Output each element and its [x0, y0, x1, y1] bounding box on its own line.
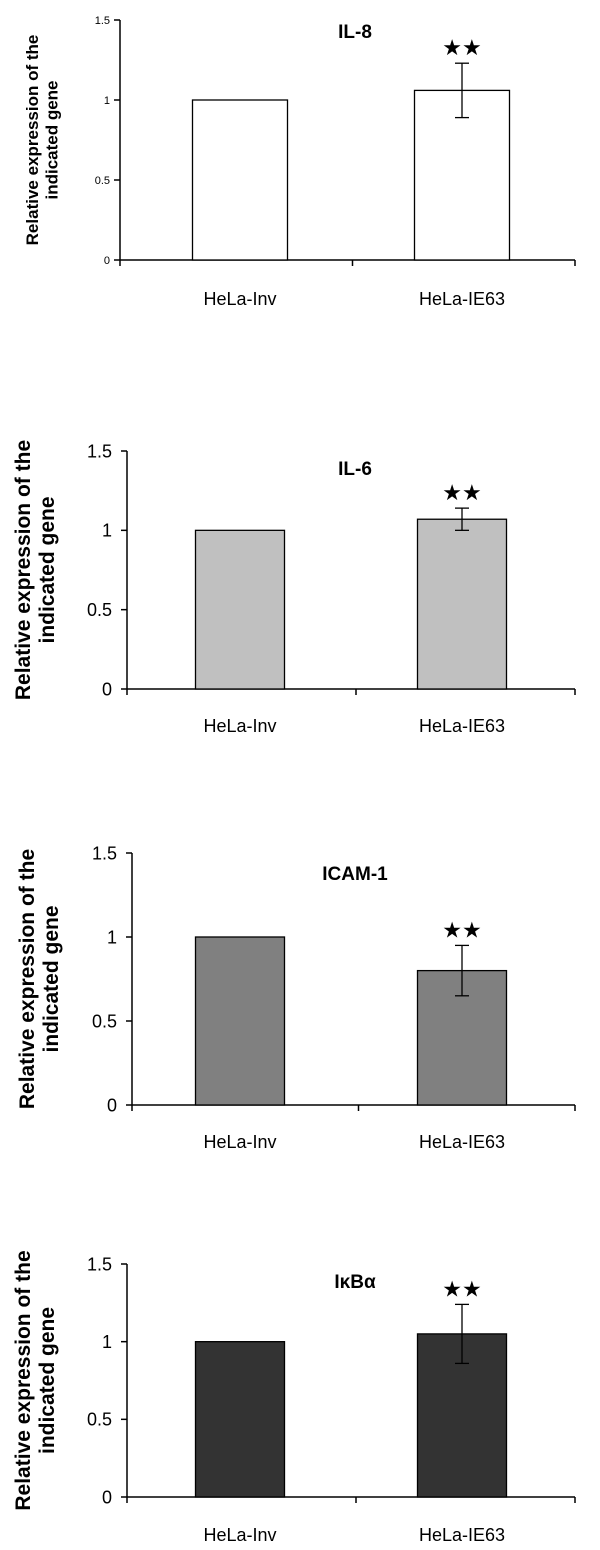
chart-title: ICAM-1	[322, 864, 388, 885]
y-tick-label: 1	[102, 1332, 112, 1352]
y-tick-label: 0	[104, 255, 110, 267]
y-tick-label: 0	[102, 679, 112, 699]
x-category-label: HeLa-Inv	[203, 289, 276, 309]
y-axis-label: Relative expression of theindicated gene	[12, 1250, 59, 1510]
y-axis-label-line: Relative expression of the	[12, 440, 35, 700]
y-axis-label-line: indicated gene	[36, 1307, 59, 1454]
y-tick-label: 0	[107, 1095, 117, 1115]
chart-title: IκBα	[334, 1272, 376, 1293]
y-tick-label: 1.5	[95, 15, 110, 27]
y-axis-label-line: indicated gene	[40, 905, 63, 1052]
significance-marker: ★★	[442, 36, 481, 61]
x-category-label: HeLa-IE63	[419, 716, 505, 736]
y-axis-label-line: Relative expression of the	[12, 1250, 35, 1510]
y-axis-label-line: indicated gene	[36, 496, 59, 643]
y-tick-label: 0.5	[87, 1410, 112, 1430]
bar-hela-inv	[191, 99, 289, 261]
significance-marker: ★★	[442, 481, 481, 506]
y-axis-label-line: Relative expression of the	[16, 849, 39, 1109]
chart-panel-2: 0 0.5 1 1.5 HeLa-Inv ★★ HeLa-IE63 IL-6 Relative …	[12, 440, 576, 736]
y-tick-label: 1.5	[92, 843, 117, 863]
y-tick-label: 1.5	[87, 1254, 112, 1274]
y-axis-label: Relative expression of theindicated gene	[23, 35, 62, 246]
y-axis-label-line: indicated gene	[43, 80, 62, 199]
significance-marker: ★★	[442, 918, 481, 943]
x-category-label: HeLa-Inv	[203, 1525, 276, 1545]
y-tick-label: 1.5	[87, 441, 112, 461]
x-category-label: HeLa-Inv	[203, 716, 276, 736]
y-axis-label-line: Relative expression of the	[23, 35, 42, 246]
chart-title: IL-8	[338, 22, 372, 43]
chart-panel-4: 0 0.5 1 1.5 HeLa-Inv ★★ HeLa-IE63 IκBα Relative …	[12, 1250, 576, 1545]
bar-hela-inv	[194, 1341, 286, 1498]
y-tick-label: 0.5	[92, 1011, 117, 1031]
x-category-label: HeLa-Inv	[203, 1132, 276, 1152]
chart-panel-3: 0 0.5 1 1.5 HeLa-Inv ★★ HeLa-IE63 ICAM-1 Relativ…	[16, 843, 576, 1152]
y-axis-label: Relative expression of theindicated gene	[12, 440, 59, 700]
chart-panel-1: 0 0.5 1 1.5 HeLa-Inv ★★ HeLa-IE63 IL-8 Relative …	[23, 15, 576, 309]
y-tick-label: 1	[102, 521, 112, 541]
y-axis-label: Relative expression of theindicated gene	[16, 849, 63, 1109]
y-tick-label: 0.5	[87, 600, 112, 620]
bar-hela-ie63	[416, 969, 508, 1106]
y-tick-label: 1	[104, 95, 110, 107]
bar-hela-ie63	[413, 89, 511, 261]
bar-hela-inv	[194, 529, 286, 690]
y-tick-label: 0.5	[95, 175, 110, 187]
x-category-label: HeLa-IE63	[419, 1132, 505, 1152]
x-category-label: HeLa-IE63	[419, 1525, 505, 1545]
y-tick-label: 0	[102, 1487, 112, 1507]
chart-title: IL-6	[338, 459, 372, 480]
significance-marker: ★★	[442, 1277, 481, 1302]
bar-hela-inv	[194, 936, 286, 1106]
x-category-label: HeLa-IE63	[419, 289, 505, 309]
y-tick-label: 1	[107, 927, 117, 947]
bar-hela-ie63	[416, 518, 508, 690]
